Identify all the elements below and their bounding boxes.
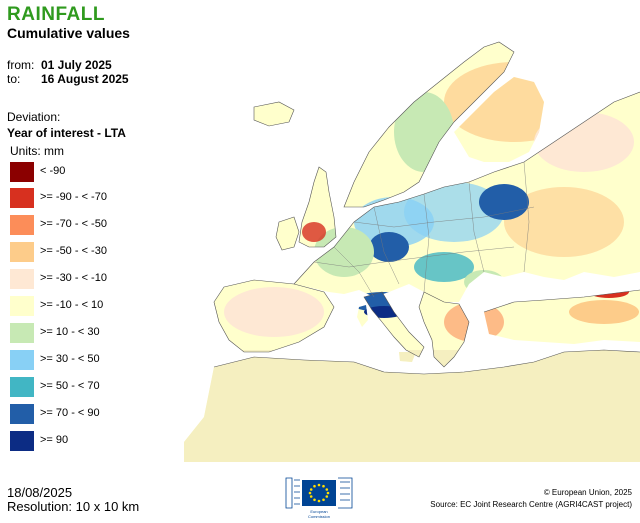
legend-swatch xyxy=(10,323,34,343)
legend-swatch xyxy=(10,162,34,182)
legend-label: >= 30 - < 50 xyxy=(40,353,100,365)
legend-label: >= 90 xyxy=(40,434,69,446)
legend-label: >= -70 - < -50 xyxy=(40,218,107,230)
legend-swatch xyxy=(10,242,34,262)
map-date: 18/08/2025 xyxy=(7,485,73,500)
period-to-label: to: xyxy=(7,72,21,86)
copyright-notice: © European Union, 2025 xyxy=(543,488,632,497)
legend-label: >= 10 - < 30 xyxy=(40,326,100,338)
deviation-label: Deviation: xyxy=(7,110,61,124)
country-borders xyxy=(313,161,535,298)
legend-swatch xyxy=(10,377,34,397)
period-to-value: 16 August 2025 xyxy=(41,72,129,86)
legend-label: >= -50 - < -30 xyxy=(40,245,107,257)
land-base xyxy=(184,42,640,462)
legend-swatch xyxy=(10,296,34,316)
ec-building-lines xyxy=(285,477,353,509)
map-subtitle: Cumulative values xyxy=(7,25,130,41)
legend-swatch xyxy=(10,188,34,208)
legend-swatch xyxy=(10,431,34,451)
period-from: from: 01 July 2025 xyxy=(7,58,112,72)
coastlines xyxy=(213,41,640,375)
legend-swatch xyxy=(10,269,34,289)
map-resolution: Resolution: 10 x 10 km xyxy=(7,499,140,514)
source-notice: Source: EC Joint Research Centre (AGRI4C… xyxy=(430,500,632,509)
legend-swatch xyxy=(10,404,34,424)
ec-logo-line2: Commission xyxy=(308,514,330,519)
map-title: RAINFALL xyxy=(7,4,105,25)
legend-label: >= -30 - < -10 xyxy=(40,272,107,284)
european-commission-logo: European Commission xyxy=(285,477,353,519)
legend-label: >= -90 - < -70 xyxy=(40,191,107,203)
eu-stars xyxy=(308,483,330,503)
legend-label: >= 50 - < 70 xyxy=(40,380,100,392)
legend-label: < -90 xyxy=(40,165,66,177)
legend-swatch xyxy=(10,350,34,370)
year-of-interest-label: Year of interest - LTA xyxy=(7,126,126,140)
period-from-value: 01 July 2025 xyxy=(41,58,112,72)
legend-swatch xyxy=(10,215,34,235)
ec-logo-line1: European xyxy=(310,509,327,514)
europe-rainfall-map xyxy=(184,22,640,462)
legend-label: >= -10 - < 10 xyxy=(40,299,104,311)
period-to: to: 16 August 2025 xyxy=(7,72,129,86)
period-from-label: from: xyxy=(7,58,35,72)
units-label: Units: mm xyxy=(10,144,64,158)
legend-label: >= 70 - < 90 xyxy=(40,407,100,419)
